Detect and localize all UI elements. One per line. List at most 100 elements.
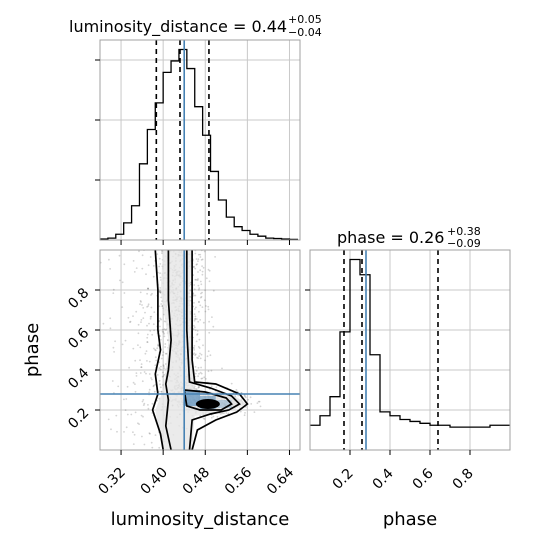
scatter-point <box>135 310 138 313</box>
scatter-point <box>207 308 210 311</box>
scatter-point <box>194 308 196 310</box>
scatter-point <box>162 375 165 377</box>
scatter-point <box>198 386 200 388</box>
scatter-point <box>203 250 206 253</box>
scatter-point <box>162 371 164 374</box>
scatter-point <box>199 253 202 256</box>
scatter-point <box>159 386 162 389</box>
scatter-point <box>166 339 169 341</box>
scatter-point <box>124 339 127 342</box>
scatter-point <box>193 345 196 347</box>
scatter-point <box>123 263 126 266</box>
scatter-point <box>164 329 167 331</box>
scatter-point <box>160 390 163 393</box>
scatter-point <box>132 431 134 434</box>
scatter-point <box>126 413 129 416</box>
scatter-point <box>189 289 192 292</box>
scatter-point <box>197 260 199 262</box>
luminosity-distance-histogram <box>95 39 301 245</box>
scatter-point <box>149 256 152 258</box>
contour-line <box>164 250 172 450</box>
scatter-point <box>144 311 146 314</box>
contour-line <box>191 250 249 450</box>
scatter-point <box>140 301 142 303</box>
scatter-point <box>198 355 201 357</box>
scatter-point <box>163 332 166 335</box>
contour-line <box>185 250 241 450</box>
scatter-point <box>140 363 143 365</box>
scatter-point <box>162 351 165 353</box>
scatter-point <box>109 327 112 330</box>
scatter-point <box>199 296 202 299</box>
scatter-point <box>147 303 150 306</box>
scatter-point <box>147 264 150 267</box>
scatter-point <box>201 265 204 267</box>
scatter-point <box>164 343 167 345</box>
scatter-point <box>158 319 161 322</box>
scatter-point <box>145 273 147 276</box>
scatter-point <box>158 379 161 382</box>
scatter-point <box>163 320 166 323</box>
scatter-point <box>112 346 115 349</box>
scatter-point <box>113 351 115 353</box>
scatter-point <box>150 441 153 444</box>
y-tick-label: 0.8 <box>65 285 92 312</box>
scatter-point <box>132 381 135 384</box>
scatter-point <box>117 385 120 388</box>
scatter-point <box>147 287 149 290</box>
scatter-point <box>161 375 164 378</box>
scatter-point <box>239 410 242 413</box>
scatter-point <box>195 278 198 281</box>
scatter-point <box>140 366 143 369</box>
scatter-point <box>147 287 149 290</box>
scatter-point <box>197 366 200 369</box>
scatter-point <box>227 412 230 415</box>
y-tick-label: 0.6 <box>65 325 92 352</box>
panel-frame <box>99 39 301 241</box>
scatter-point <box>202 266 205 269</box>
x-tick-label: 0.6 <box>410 466 437 493</box>
scatter-point <box>196 263 198 265</box>
x-tick-label: 0.32 <box>96 464 129 497</box>
scatter-point <box>201 377 204 380</box>
scatter-point <box>134 359 137 362</box>
scatter-point <box>119 279 121 282</box>
density-peak <box>195 399 220 409</box>
scatter-point <box>135 372 138 374</box>
scatter-point <box>123 398 125 401</box>
scatter-point <box>154 364 157 367</box>
contour-line <box>183 389 233 411</box>
scatter-point <box>204 289 207 292</box>
scatter-point <box>123 431 125 433</box>
scatter-point <box>162 331 165 334</box>
scatter-point <box>197 271 199 273</box>
scatter-point <box>138 423 141 425</box>
scatter-point <box>146 292 149 295</box>
scatter-point <box>209 354 212 357</box>
scatter-point <box>150 294 152 296</box>
scatter-point <box>152 275 155 278</box>
scatter-point <box>139 303 141 306</box>
scatter-point <box>237 394 240 397</box>
scatter-point <box>160 303 163 305</box>
scatter-point <box>98 396 100 398</box>
scatter-point <box>109 317 112 320</box>
scatter-point <box>149 330 152 332</box>
scatter-point <box>159 291 162 293</box>
scatter-point <box>110 428 112 431</box>
scatter-point <box>211 316 213 318</box>
x-tick-label: 0.56 <box>222 464 255 497</box>
scatter-point <box>221 367 223 370</box>
panel-frame <box>99 249 301 451</box>
scatter-point <box>200 283 203 286</box>
scatter-point <box>153 347 155 350</box>
scatter-point <box>126 385 129 388</box>
scatter-point <box>202 344 204 347</box>
scatter-point <box>144 352 147 355</box>
scatter-point <box>196 334 199 336</box>
density-cell <box>215 400 232 408</box>
scatter-point <box>208 320 211 323</box>
scatter-point <box>158 290 161 293</box>
scatter-point <box>132 347 135 350</box>
scatter-point <box>244 396 247 399</box>
